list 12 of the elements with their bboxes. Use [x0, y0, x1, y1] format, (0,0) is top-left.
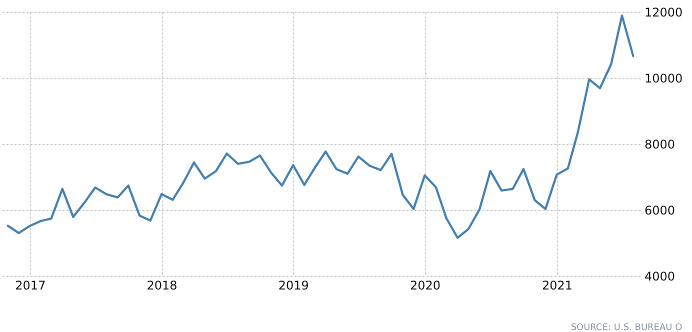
line-series [6, 14, 634, 239]
y-tick-label: 4000 [644, 270, 676, 284]
x-tick-label: 2018 [146, 278, 178, 292]
x-tick-label: 2019 [278, 278, 309, 292]
y-tick-label: 12000 [644, 6, 683, 20]
y-tick-label: 10000 [644, 72, 683, 86]
source-note: SOURCE: U.S. BUREAU O [570, 323, 682, 332]
y-tick-label: 6000 [644, 204, 676, 218]
x-tick-label: 2020 [410, 278, 441, 292]
x-tick-label: 2017 [15, 278, 46, 292]
y-tick-label: 8000 [644, 138, 676, 152]
x-tick-label: 2021 [542, 278, 572, 292]
